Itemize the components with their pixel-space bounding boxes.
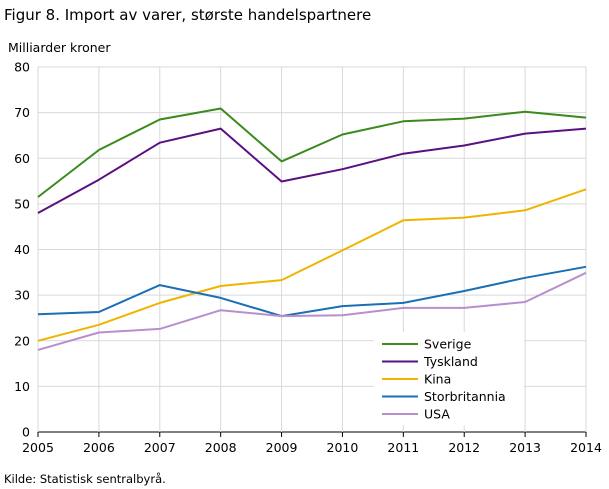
legend-label: Storbritannia xyxy=(424,389,506,404)
x-tick-label: 2012 xyxy=(448,440,480,455)
series-line-kina xyxy=(37,188,587,342)
legend-label: Kina xyxy=(424,372,451,387)
y-tick-label: 30 xyxy=(14,288,30,303)
legend-label: USA xyxy=(424,407,450,422)
x-tick-label: 2014 xyxy=(570,440,602,455)
y-tick-label: 40 xyxy=(14,242,30,257)
legend-label: Tyskland xyxy=(423,354,478,369)
y-tick-label: 10 xyxy=(14,379,30,394)
series-line-usa xyxy=(37,271,587,351)
x-tick-label: 2006 xyxy=(83,440,115,455)
legend-label: Sverige xyxy=(424,337,472,352)
x-tick-label: 2011 xyxy=(387,440,419,455)
y-tick-label: 20 xyxy=(14,333,30,348)
x-tick-label: 2007 xyxy=(144,440,176,455)
series-line-storbritannia xyxy=(37,265,587,318)
y-axis-label: Milliarder kroner xyxy=(8,40,111,55)
x-tick-label: 2013 xyxy=(509,440,541,455)
chart-title: Figur 8. Import av varer, største handel… xyxy=(4,6,372,24)
series-line-sverige xyxy=(37,107,587,198)
y-tick-label: 60 xyxy=(14,151,30,166)
source-note: Kilde: Statistisk sentralbyrå. xyxy=(4,472,166,486)
x-tick-label: 2009 xyxy=(266,440,298,455)
x-tick-label: 2010 xyxy=(327,440,359,455)
y-tick-label: 80 xyxy=(14,60,30,75)
x-tick-label: 2008 xyxy=(205,440,237,455)
x-tick-label: 2005 xyxy=(22,440,54,455)
y-tick-label: 0 xyxy=(22,425,30,440)
y-tick-label: 70 xyxy=(14,105,30,120)
series-line-tyskland xyxy=(37,127,587,214)
y-tick-label: 50 xyxy=(14,196,30,211)
